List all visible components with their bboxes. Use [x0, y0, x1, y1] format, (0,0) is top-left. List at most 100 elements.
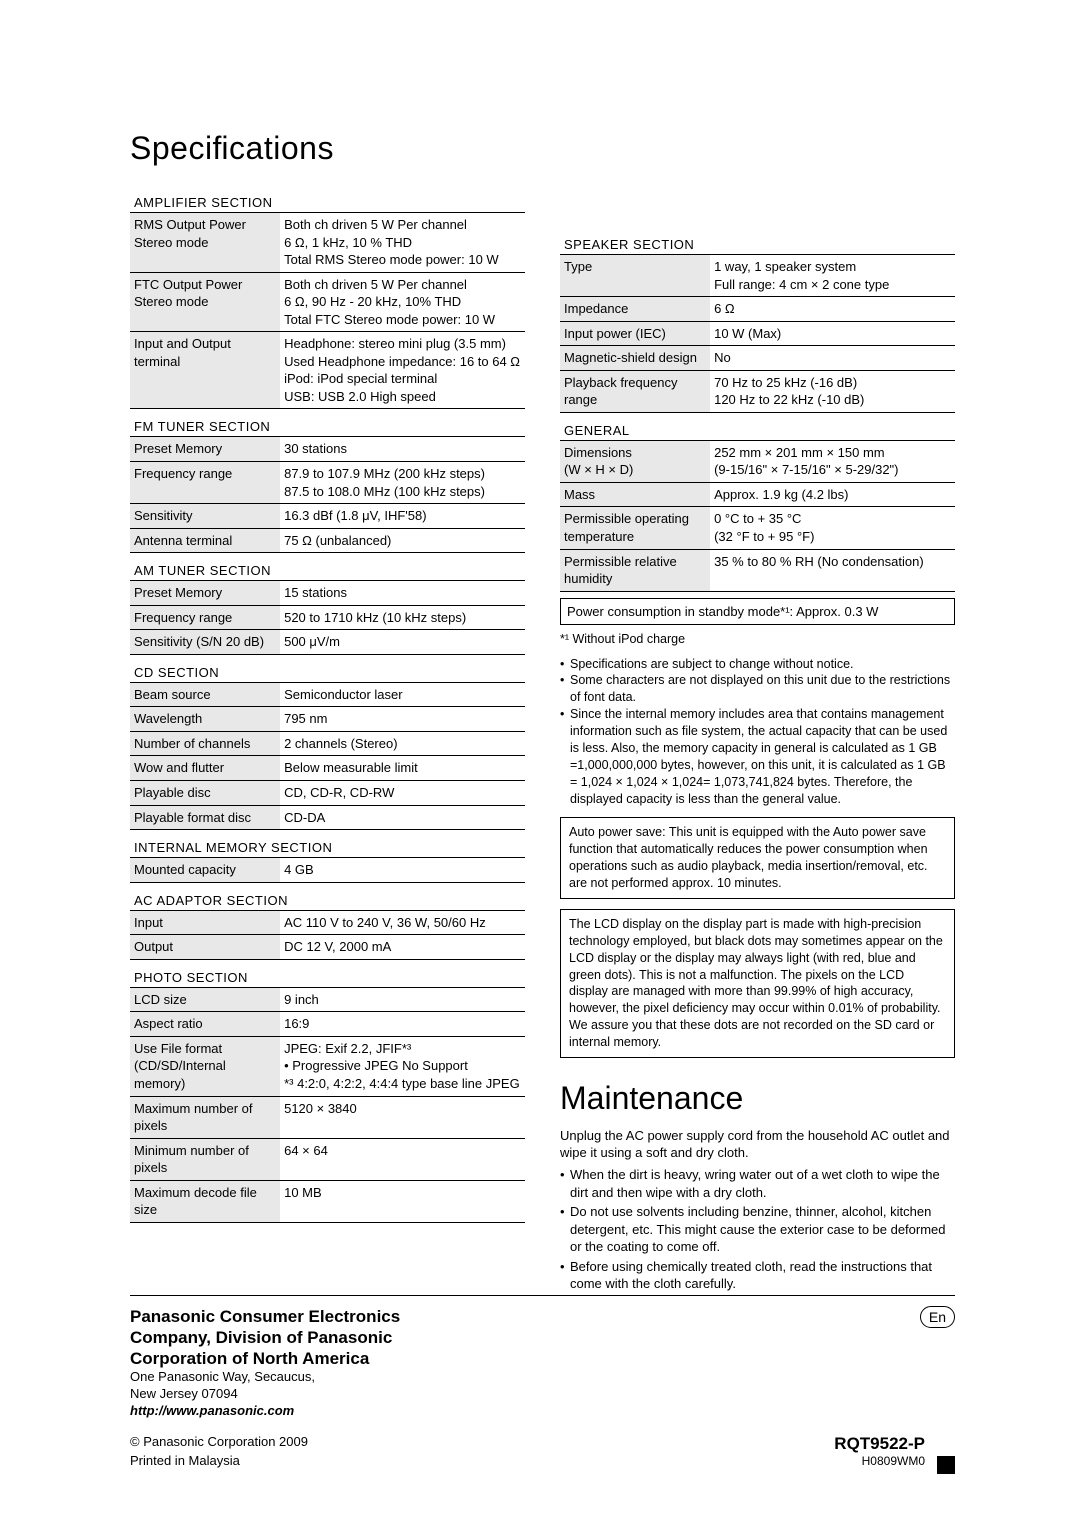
right-column: SPEAKER SECTION Type1 way, 1 speaker sys…	[560, 185, 955, 1293]
maintenance-bullet: Before using chemically treated cloth, r…	[560, 1258, 955, 1293]
spec-value: 35 % to 80 % RH (No condensation)	[710, 549, 955, 591]
ac-table: InputAC 110 V to 240 V, 36 W, 50/60 Hz O…	[130, 910, 525, 960]
spec-label: Impedance	[560, 297, 710, 322]
spec-label: Wavelength	[130, 707, 280, 732]
note-footnote: *¹ Without iPod charge	[560, 631, 955, 648]
ac-section-heading: AC ADAPTOR SECTION	[134, 893, 525, 908]
spec-label: Input power (IEC)	[560, 321, 710, 346]
amplifier-section-heading: AMPLIFIER SECTION	[134, 195, 525, 210]
spec-label: Minimum number of pixels	[130, 1138, 280, 1180]
memory-section-heading: INTERNAL MEMORY SECTION	[134, 840, 525, 855]
amplifier-table: RMS Output Power Stereo modeBoth ch driv…	[130, 212, 525, 409]
spec-label: Sensitivity	[130, 504, 280, 529]
language-badge: En	[920, 1306, 955, 1328]
spec-label: Wow and flutter	[130, 756, 280, 781]
spec-label: Beam source	[130, 682, 280, 707]
spec-label: RMS Output Power Stereo mode	[130, 213, 280, 273]
spec-label: Aspect ratio	[130, 1012, 280, 1037]
spec-label: LCD size	[130, 987, 280, 1012]
spec-label: Mounted capacity	[130, 858, 280, 883]
general-table: Dimensions(W × H × D)252 mm × 201 mm × 1…	[560, 440, 955, 592]
note-item: Since the internal memory includes area …	[560, 706, 955, 807]
company-url: http://www.panasonic.com	[130, 1403, 400, 1420]
spec-value: 1 way, 1 speaker systemFull range: 4 cm …	[710, 255, 955, 297]
photo-section-heading: PHOTO SECTION	[134, 970, 525, 985]
spec-value: 75 Ω (unbalanced)	[280, 528, 525, 553]
printed-text: Printed in Malaysia	[130, 1453, 308, 1468]
spec-label: Number of channels	[130, 731, 280, 756]
footer-divider	[130, 1295, 955, 1296]
spec-value: Headphone: stereo mini plug (3.5 mm) Use…	[280, 332, 525, 409]
spec-value: 6 Ω	[710, 297, 955, 322]
spec-value: 16:9	[280, 1012, 525, 1037]
maintenance-heading: Maintenance	[560, 1080, 955, 1117]
spec-label: Mass	[560, 482, 710, 507]
am-section-heading: AM TUNER SECTION	[134, 563, 525, 578]
spec-value: 9 inch	[280, 987, 525, 1012]
cd-table: Beam sourceSemiconductor laser Wavelengt…	[130, 682, 525, 830]
left-column: AMPLIFIER SECTION RMS Output Power Stere…	[130, 185, 525, 1293]
spec-label: Preset Memory	[130, 581, 280, 606]
spec-value: 15 stations	[280, 581, 525, 606]
spec-value: 30 stations	[280, 437, 525, 462]
maintenance-lead: Unplug the AC power supply cord from the…	[560, 1127, 955, 1162]
spec-value: 0 °C to + 35 °C(32 °F to + 95 °F)	[710, 507, 955, 549]
spec-value: DC 12 V, 2000 mA	[280, 935, 525, 960]
spec-value: No	[710, 346, 955, 371]
spec-value: CD-DA	[280, 805, 525, 830]
spec-label: Playback frequency range	[560, 370, 710, 412]
note-item: Some characters are not displayed on thi…	[560, 672, 955, 706]
document-code-main: RQT9522-P	[834, 1434, 925, 1454]
spec-label: Maximum decode file size	[130, 1180, 280, 1222]
spec-value: Semiconductor laser	[280, 682, 525, 707]
document-code: RQT9522-P H0809WM0	[834, 1434, 955, 1468]
specifications-heading: Speciﬁcations	[130, 130, 955, 167]
spec-value: 10 MB	[280, 1180, 525, 1222]
general-section-heading: GENERAL	[564, 423, 955, 438]
spec-label: Antenna terminal	[130, 528, 280, 553]
company-name-line: Panasonic Consumer Electronics	[130, 1306, 400, 1327]
company-block: Panasonic Consumer Electronics Company, …	[130, 1306, 400, 1420]
spec-label: Preset Memory	[130, 437, 280, 462]
spec-value: 500 μV/m	[280, 630, 525, 655]
spec-value: JPEG: Exif 2.2, JFIF*³• Progressive JPEG…	[280, 1036, 525, 1096]
company-address: New Jersey 07094	[130, 1386, 400, 1403]
spec-label: Input and Output terminal	[130, 332, 280, 409]
spec-value: Approx. 1.9 kg (4.2 lbs)	[710, 482, 955, 507]
spec-value: Both ch driven 5 W Per channel6 Ω, 90 Hz…	[280, 272, 525, 332]
company-name-line: Company, Division of Panasonic	[130, 1327, 400, 1348]
copyright-block: © Panasonic Corporation 2009 Printed in …	[130, 1434, 308, 1468]
company-name-line: Corporation of North America	[130, 1348, 400, 1369]
spec-label: Input	[130, 910, 280, 935]
spec-value: Both ch driven 5 W Per channel6 Ω, 1 kHz…	[280, 213, 525, 273]
memory-table: Mounted capacity4 GB	[130, 857, 525, 883]
page-footer: Panasonic Consumer Electronics Company, …	[130, 1295, 955, 1468]
maintenance-bullet: Do not use solvents including benzine, t…	[560, 1203, 955, 1256]
black-square-icon	[937, 1456, 955, 1474]
spec-value: 2 channels (Stereo)	[280, 731, 525, 756]
spec-label: Playable disc	[130, 781, 280, 806]
spec-value: 70 Hz to 25 kHz (-16 dB)120 Hz to 22 kHz…	[710, 370, 955, 412]
speaker-section-heading: SPEAKER SECTION	[564, 237, 955, 252]
spec-value: 252 mm × 201 mm × 150 mm(9-15/16" × 7-15…	[710, 440, 955, 482]
spec-label: Maximum number of pixels	[130, 1096, 280, 1138]
notes-list: Specifications are subject to change wit…	[560, 656, 955, 808]
fm-section-heading: FM TUNER SECTION	[134, 419, 525, 434]
note-item: Specifications are subject to change wit…	[560, 656, 955, 673]
spec-label: Sensitivity (S/N 20 dB)	[130, 630, 280, 655]
spec-value: Below measurable limit	[280, 756, 525, 781]
spec-label: Permissible relative humidity	[560, 549, 710, 591]
spec-label: Permissible operating temperature	[560, 507, 710, 549]
copyright-text: © Panasonic Corporation 2009	[130, 1434, 308, 1449]
spec-value: 64 × 64	[280, 1138, 525, 1180]
spec-value: 795 nm	[280, 707, 525, 732]
am-table: Preset Memory15 stations Frequency range…	[130, 580, 525, 655]
lcd-disclaimer-box: The LCD display on the display part is m…	[560, 909, 955, 1058]
auto-power-save-box: Auto power save: This unit is equipped w…	[560, 817, 955, 899]
spec-label: Output	[130, 935, 280, 960]
speaker-table: Type1 way, 1 speaker systemFull range: 4…	[560, 254, 955, 413]
spec-label: Frequency range	[130, 605, 280, 630]
spec-label: Dimensions(W × H × D)	[560, 440, 710, 482]
maintenance-bullet: When the dirt is heavy, wring water out …	[560, 1166, 955, 1201]
spec-value: 87.9 to 107.9 MHz (200 kHz steps)87.5 to…	[280, 462, 525, 504]
